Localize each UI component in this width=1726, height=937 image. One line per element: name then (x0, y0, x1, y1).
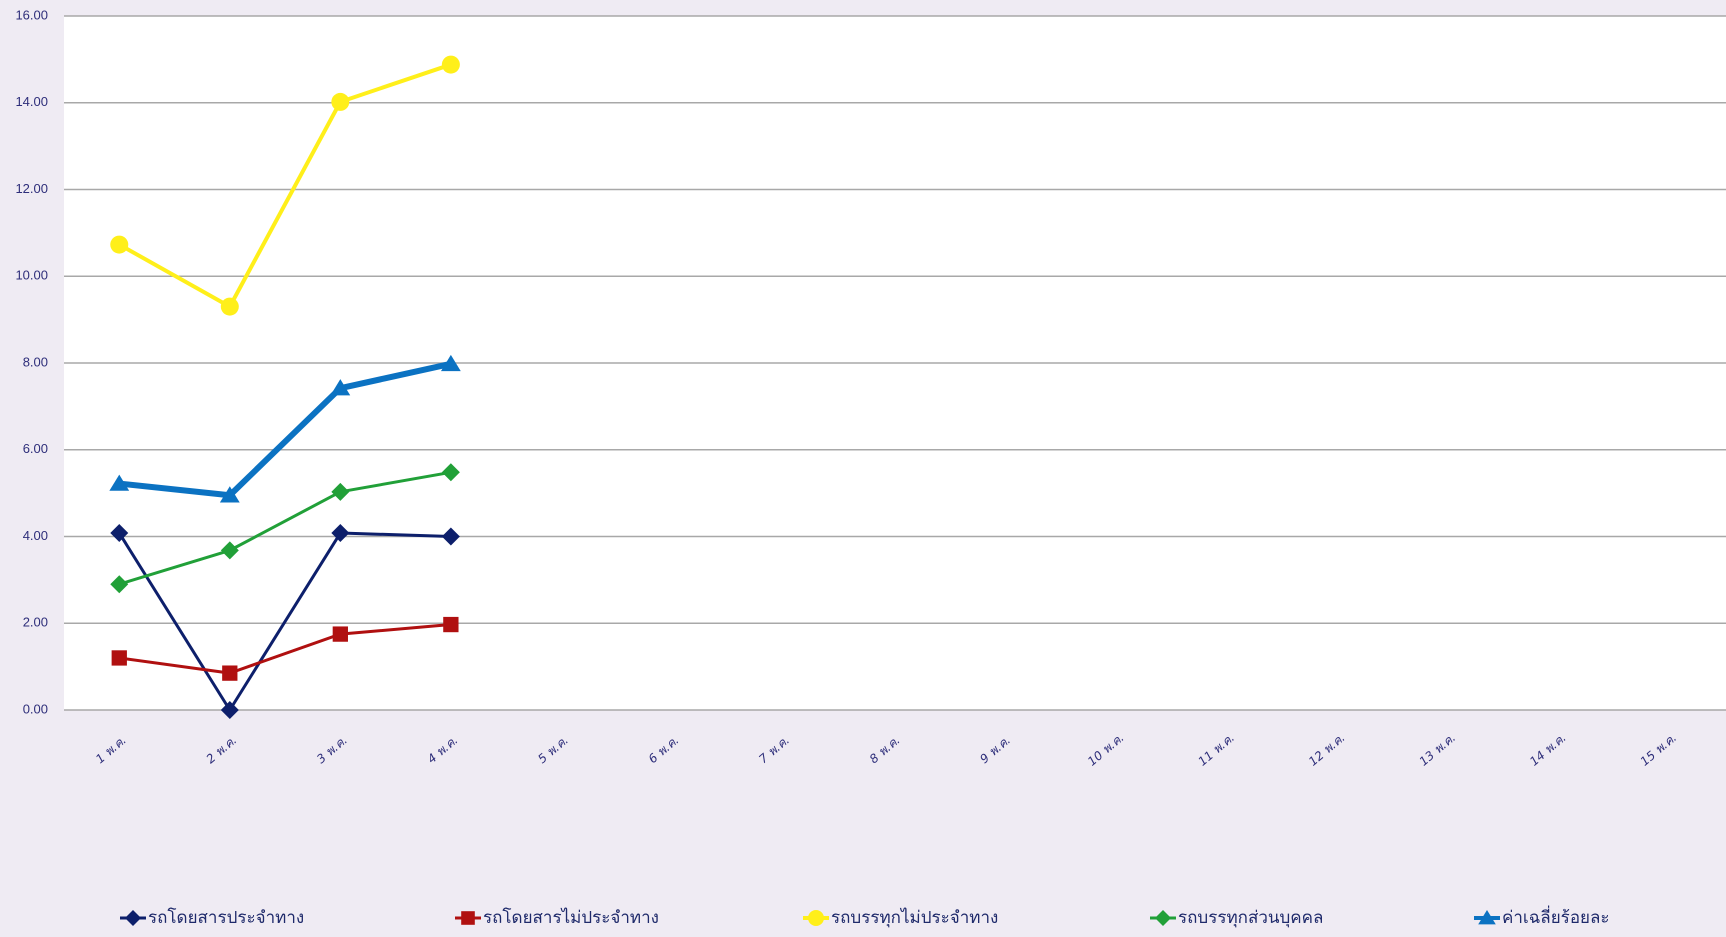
marker (222, 665, 238, 681)
y-tick-label: 8.00 (23, 354, 48, 369)
x-tick-label: 3 พ.ค. (314, 733, 350, 766)
x-tick-label: 8 พ.ค. (867, 733, 903, 766)
marker (1155, 910, 1171, 926)
legend-label: รถโดยสารประจำทาง (148, 907, 304, 928)
y-tick-label: 16.00 (15, 7, 48, 22)
series-line (119, 623, 451, 675)
x-tick-label: 2 พ.ค. (204, 733, 240, 766)
x-tick-label: 15 พ.ค. (1638, 731, 1680, 769)
marker (331, 524, 350, 543)
legend-label: รถโดยสารไม่ประจำทาง (483, 907, 659, 928)
marker (332, 626, 348, 642)
x-tick-label: 11 พ.ค. (1195, 731, 1237, 769)
marker (808, 910, 824, 926)
series-line (118, 62, 452, 309)
x-tick-label: 5 พ.ค. (535, 733, 571, 766)
legend-item: ค่าเฉลี่ยร้อยละ (1474, 905, 1610, 928)
marker (330, 379, 351, 396)
x-tick-label: 14 พ.ค. (1527, 731, 1569, 769)
marker (331, 92, 350, 111)
marker (110, 575, 129, 594)
marker (110, 524, 129, 543)
y-tick-label: 6.00 (23, 441, 48, 456)
marker (1478, 910, 1496, 925)
marker (109, 474, 130, 491)
marker (219, 486, 240, 503)
x-tick-label: 7 พ.ค. (756, 733, 792, 766)
marker (331, 482, 350, 501)
marker (461, 911, 475, 925)
y-tick-label: 4.00 (23, 528, 48, 543)
marker (111, 650, 127, 666)
y-tick-label: 2.00 (23, 615, 48, 630)
marker (443, 616, 459, 633)
legend-item: รถโดยสารไม่ประจำทาง (455, 907, 659, 928)
legend-item: รถโดยสารประจำทาง (120, 907, 304, 928)
x-tick-label: 1 พ.ค. (93, 733, 129, 766)
y-tick-label: 14.00 (15, 94, 48, 109)
series-line (118, 360, 452, 499)
marker (220, 541, 239, 560)
legend-label: รถบรรทุกส่วนบุคคล (1178, 908, 1323, 928)
marker (441, 55, 460, 74)
legend-item: รถบรรทุกไม่ประจำทาง (803, 907, 998, 928)
marker (220, 701, 239, 719)
x-tick-label: 13 พ.ค. (1417, 731, 1459, 769)
x-tick-label: 9 พ.ค. (977, 733, 1013, 766)
y-tick-label: 12.00 (15, 181, 48, 196)
legend-label: ค่าเฉลี่ยร้อยละ (1502, 905, 1610, 928)
series-line (117, 531, 451, 712)
x-tick-label: 10 พ.ค. (1085, 731, 1127, 769)
x-tick-label: 6 พ.ค. (646, 733, 682, 766)
marker (220, 297, 239, 316)
series-line (118, 470, 452, 586)
marker (440, 354, 461, 372)
marker (441, 463, 460, 482)
marker (441, 527, 460, 546)
x-tick-label: 12 พ.ค. (1306, 731, 1348, 769)
marker (125, 910, 141, 926)
y-tick-label: 0.00 (23, 701, 48, 716)
legend-label: รถบรรทุกไม่ประจำทาง (831, 907, 998, 928)
marker (110, 235, 129, 254)
x-tick-label: 4 พ.ค. (425, 733, 461, 766)
legend-item: รถบรรทุกส่วนบุคคล (1150, 908, 1323, 928)
y-tick-label: 10.00 (15, 268, 48, 283)
